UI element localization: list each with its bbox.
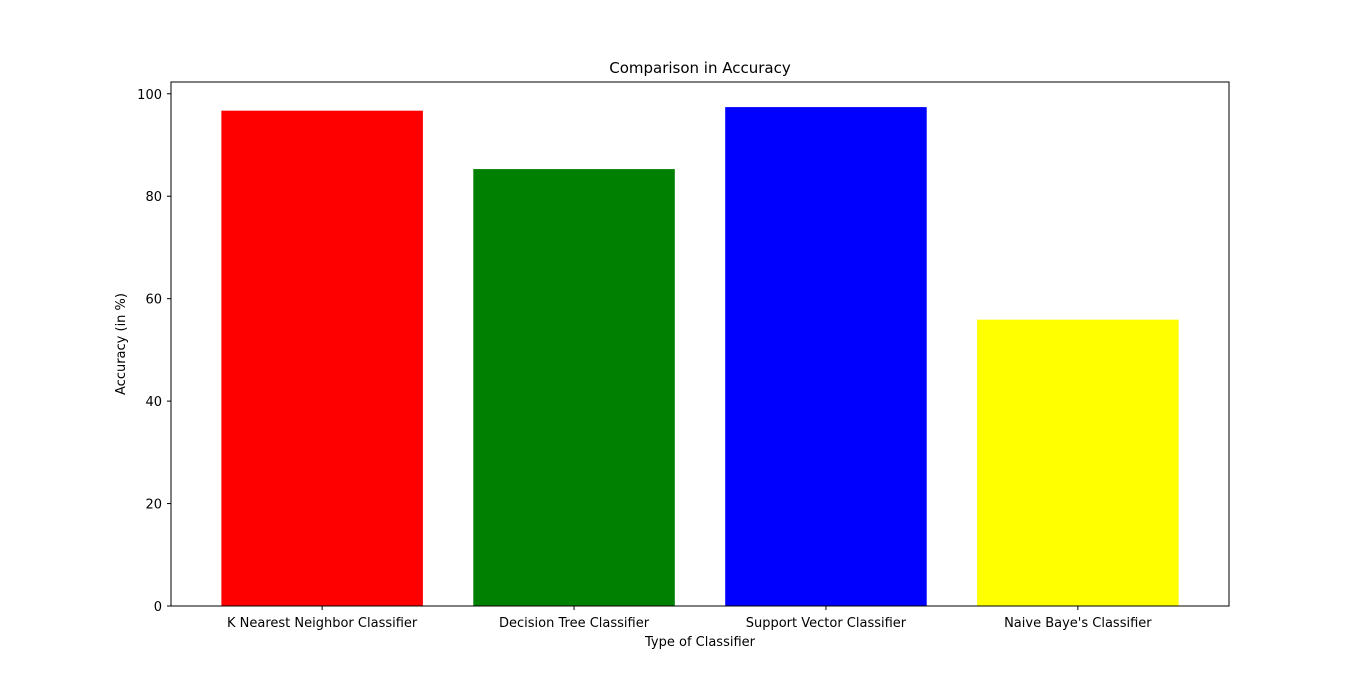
x-tick-label: Decision Tree Classifier [499,616,650,631]
y-axis-ticks: 0 20 40 60 80 100 [137,88,171,615]
y-axis-label: Accuracy (in %) [114,293,129,395]
y-tick-label: 100 [137,88,162,103]
chart-title: Comparison in Accuracy [609,59,791,77]
y-tick-label: 20 [145,498,162,513]
axes-frame [170,81,1230,607]
bar-1 [221,110,423,606]
y-tick-label: 60 [145,293,162,308]
bars-group [221,107,1179,607]
x-tick-label: Naive Baye's Classifier [1004,616,1152,631]
x-tick-label: K Nearest Neighbor Classifier [227,616,418,631]
y-tick-label: 40 [145,395,162,410]
bar-4 [977,319,1179,606]
bar-2 [473,169,675,607]
x-axis-ticks: K Nearest Neighbor Classifier Decision Tr… [227,606,1152,631]
x-tick-label: Support Vector Classifier [746,616,907,631]
x-axis-label: Type of Classifier [644,635,756,650]
y-tick-label: 80 [145,190,162,205]
bar-3 [725,107,927,607]
y-tick-label: 0 [154,600,162,615]
